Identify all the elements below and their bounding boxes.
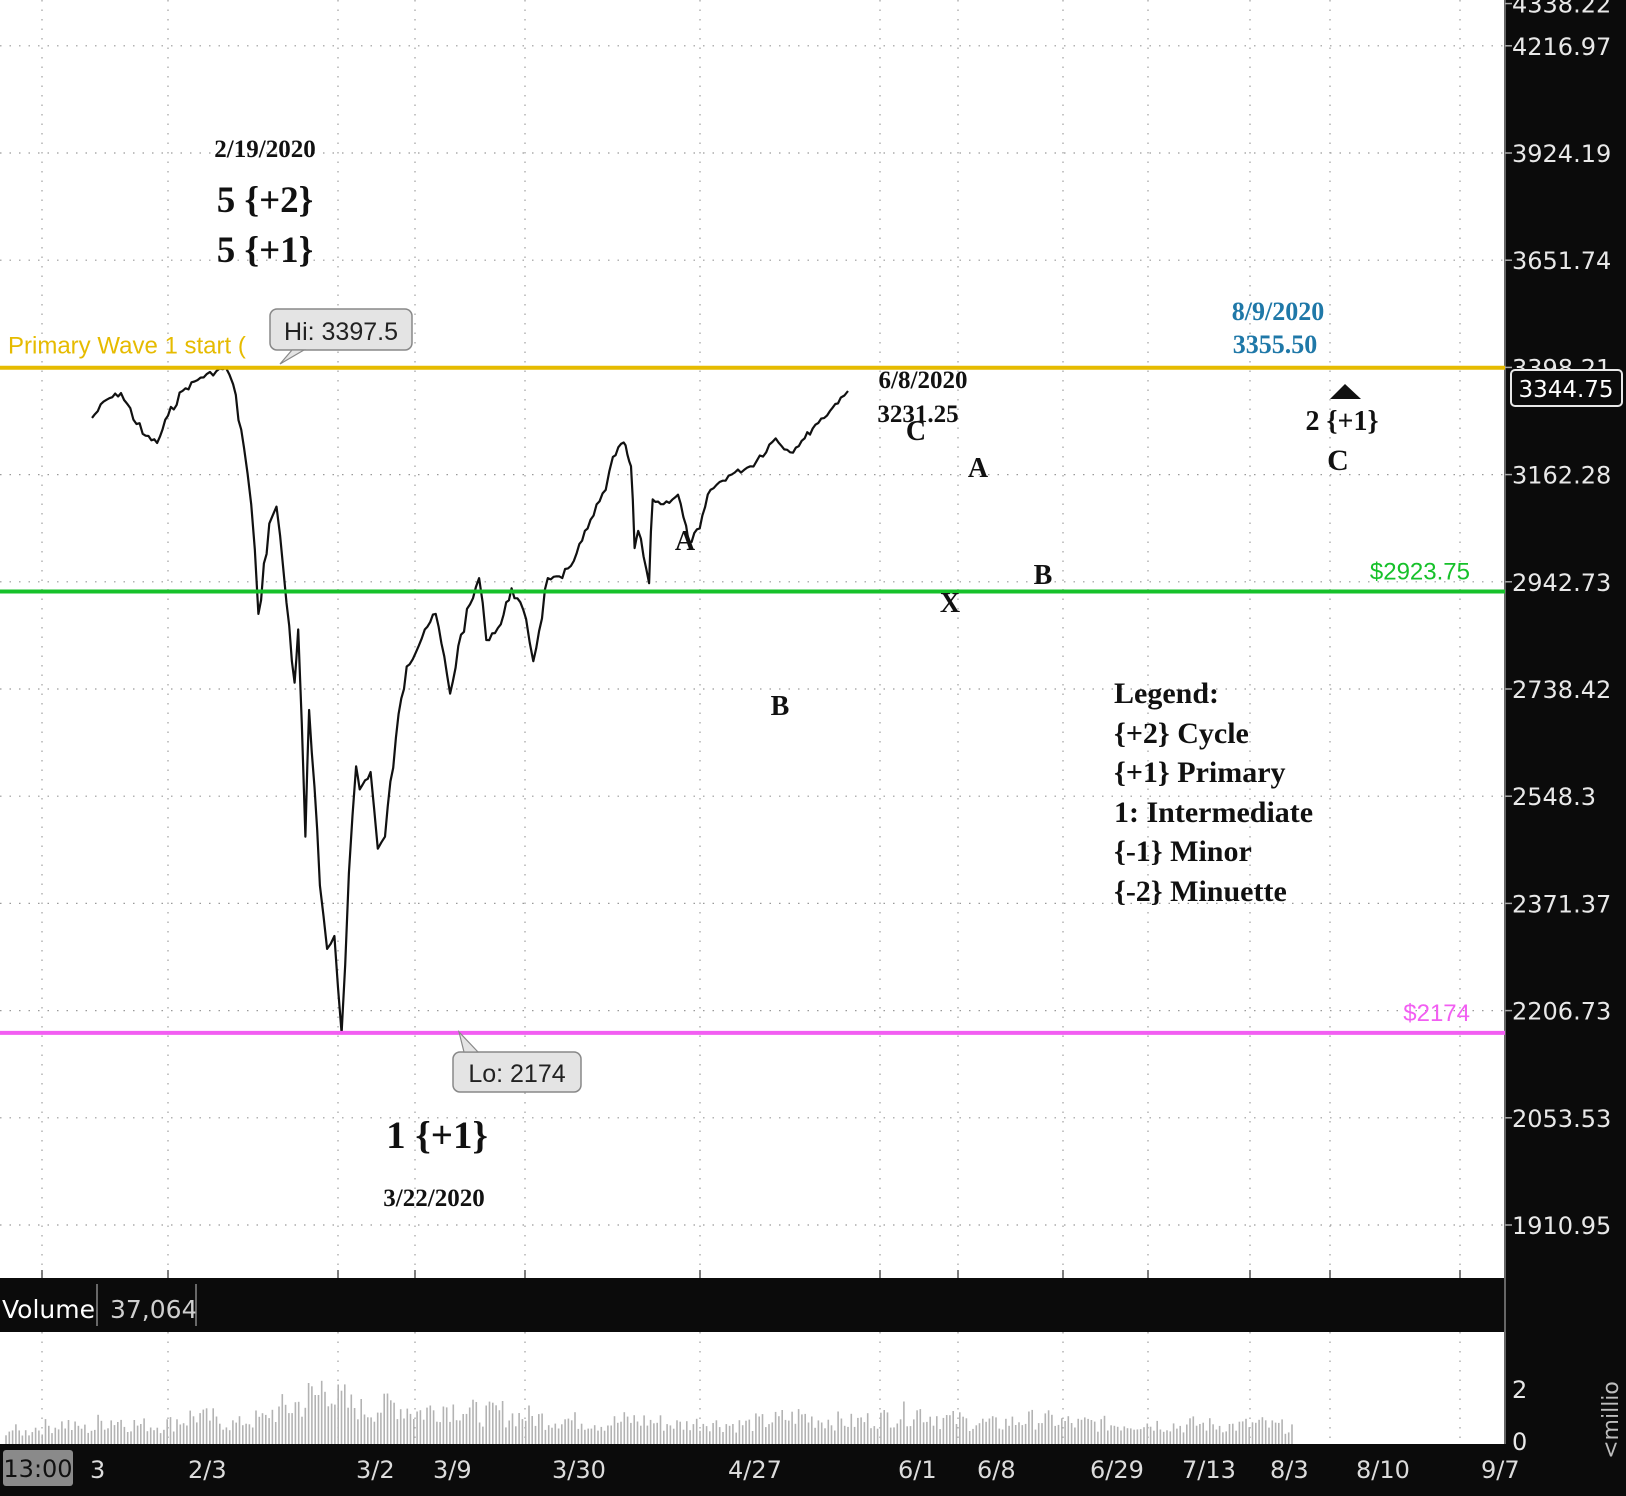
target-date-label: 8/9/2020 — [1232, 297, 1324, 326]
price-axis-ticks: 4338.224216.973924.193651.743398.213162.… — [1505, 0, 1611, 1240]
price-tick-label: 3651.74 — [1512, 247, 1611, 275]
wave-label-a2: A — [968, 453, 989, 484]
volume-header-bar — [0, 1278, 1626, 1332]
price-tick-label: 1910.95 — [1512, 1212, 1611, 1240]
last-price-value: 3344.75 — [1518, 377, 1613, 403]
volume-plot-area — [0, 1332, 1505, 1444]
current-wave-marker — [1330, 384, 1361, 399]
time-tick-label: 6/1 — [898, 1456, 937, 1484]
volume-unit-label: <millio — [1599, 1381, 1624, 1459]
time-tick-label: 3 — [90, 1456, 105, 1484]
target-value-label: 3355.50 — [1233, 330, 1318, 359]
time-tick-label: 8/3 — [1270, 1456, 1309, 1484]
time-tick-label: 9/7 — [1481, 1456, 1520, 1484]
june-value-label: 3231.25 — [877, 401, 958, 428]
volume-tick-label: 0 — [1512, 1428, 1527, 1456]
price-tick-label: 2942.73 — [1512, 569, 1611, 597]
high-price-bubble[interactable]: Hi: 3397.5 — [269, 308, 413, 365]
time-tick-label: 4/27 — [728, 1456, 782, 1484]
current-wave-label: 2 {+1} — [1305, 406, 1378, 437]
volume-label: Volume — [2, 1295, 95, 1324]
primary-wave-line-label: Primary Wave 1 start ( — [8, 333, 246, 360]
wave-label-c2: C — [1327, 444, 1349, 477]
time-tick-label: 6/8 — [977, 1456, 1016, 1484]
price-tick-label: 2371.37 — [1512, 890, 1611, 918]
time-tick-label: 8/10 — [1356, 1456, 1410, 1484]
peak-date-label: 2/19/2020 — [214, 136, 315, 163]
time-tick-label: 6/29 — [1090, 1456, 1144, 1484]
timeframe-label: 13:00 — [3, 1455, 72, 1483]
wave-label-a1: A — [675, 526, 696, 557]
time-tick-label: 3/30 — [552, 1456, 606, 1484]
low-line-magenta-label: $2174 — [1403, 1000, 1470, 1027]
wave-label-b1: B — [771, 691, 790, 722]
price-tick-label: 3162.28 — [1512, 462, 1611, 490]
volume-bars — [5, 1380, 1293, 1444]
legend-item: 1: Intermediate — [1114, 796, 1313, 829]
price-tick-label: 2548.3 — [1512, 783, 1596, 811]
price-tick-label: 4338.22 — [1512, 0, 1611, 19]
wave-annotations: 2/19/2020 5 {+2} 5 {+1} 1 {+1} 3/22/2020… — [214, 136, 1378, 1212]
price-tick-label: 4216.97 — [1512, 33, 1611, 61]
legend-item: {+2} Cycle — [1114, 717, 1249, 750]
legend: Legend: {+2} Cycle {+1} Primary 1: Inter… — [1114, 677, 1313, 908]
peak-primary-label: 5 {+1} — [217, 230, 314, 271]
volume-axis: 2 0 <millio — [1512, 1376, 1624, 1459]
low-price-label: Lo: 2174 — [468, 1060, 565, 1088]
support-line-green-label: $2923.75 — [1370, 558, 1470, 585]
last-price-tag[interactable]: 3344.75 — [1510, 369, 1623, 407]
wave-label-c1: C — [906, 416, 926, 447]
price-plot-area — [0, 0, 1505, 1278]
time-axis-panel — [0, 1444, 1626, 1496]
wave-label-x: X — [940, 588, 960, 619]
time-tick-label: 2/3 — [188, 1456, 227, 1484]
price-tick-label: 3924.19 — [1512, 140, 1611, 168]
time-tick-label: 3/9 — [433, 1456, 472, 1484]
price-tick-label: 2206.73 — [1512, 998, 1611, 1026]
wave-label-b2: B — [1034, 560, 1053, 591]
high-price-label: Hi: 3397.5 — [284, 318, 398, 346]
legend-item: {-2} Minuette — [1114, 875, 1287, 908]
june-date-label: 6/8/2020 — [879, 367, 968, 394]
low-wave-label: 1 {+1} — [386, 1114, 488, 1157]
low-date-label: 3/22/2020 — [383, 1185, 484, 1212]
horizontal-lines: Primary Wave 1 start ( $2923.75 $2174 — [0, 333, 1505, 1035]
legend-title: Legend: — [1114, 677, 1219, 710]
volume-tick-label: 2 — [1512, 1376, 1527, 1404]
legend-item: {-1} Minor — [1114, 835, 1252, 868]
legend-item: {+1} Primary — [1114, 756, 1286, 789]
time-tick-label: 3/2 — [356, 1456, 395, 1484]
volume-header: Volume 37,064 — [2, 1284, 197, 1326]
price-axis-panel — [1505, 0, 1626, 1496]
time-axis-ticks: 3 2/3 3/2 3/9 3/30 4/27 6/1 6/8 6/29 7/13 8/3 8/10 9… — [41, 1270, 1520, 1484]
price-tick-label: 2738.42 — [1512, 676, 1611, 704]
low-price-bubble[interactable]: Lo: 2174 — [452, 1029, 582, 1093]
volume-value: 37,064 — [110, 1295, 197, 1324]
time-tick-label: 7/13 — [1182, 1456, 1236, 1484]
price-tick-label: 2053.53 — [1512, 1105, 1611, 1133]
timeframe-selector[interactable]: 13:00 — [3, 1450, 73, 1486]
peak-cycle-label: 5 {+2} — [217, 180, 314, 221]
